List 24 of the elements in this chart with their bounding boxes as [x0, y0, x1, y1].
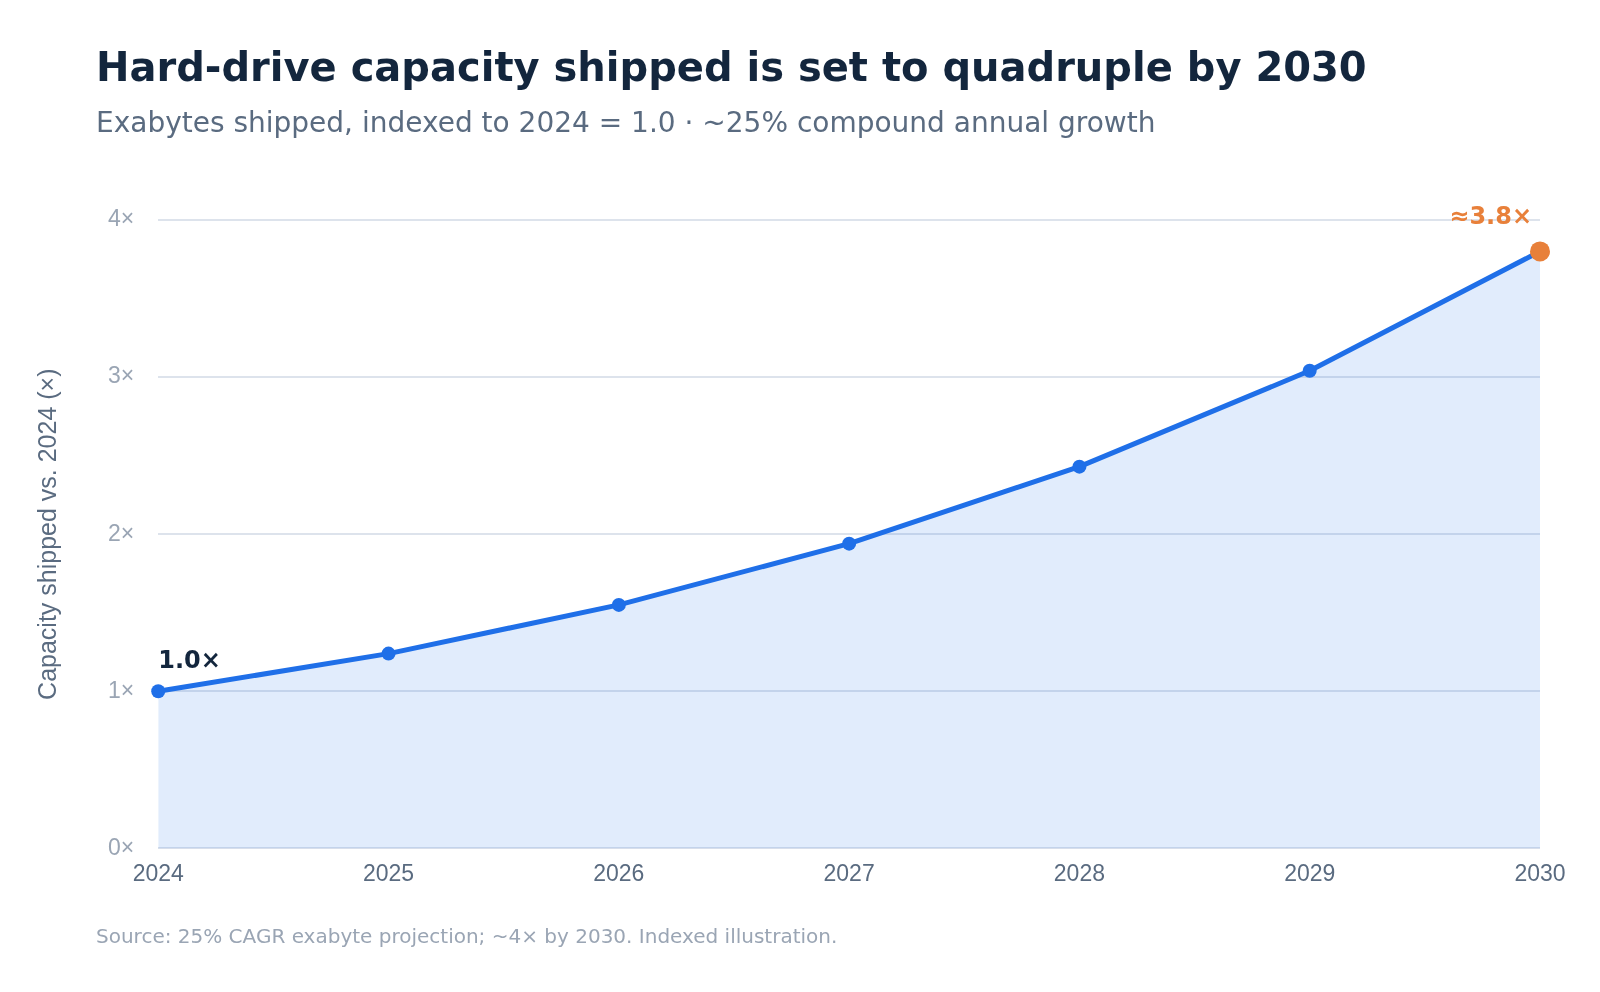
y-tick-label: 3×: [107, 362, 135, 389]
point: [1302, 363, 1317, 378]
x-tick-label: 2028: [1053, 859, 1105, 886]
chart-title: Hard-drive capacity shipped is set to quadruple by 2030: [96, 44, 1367, 90]
chart-subtitle: Exabytes shipped, indexed to 2024 = 1.0 · ~25% compound annual growth: [96, 106, 1156, 139]
x-tick-label: 2025: [362, 859, 415, 886]
y-axis-title: Capacity shipped vs. 2024 (×): [32, 368, 61, 700]
y-tick-label: 4×: [107, 205, 135, 232]
x-tick-label: 2027: [823, 859, 875, 886]
point: [381, 646, 396, 661]
point: [151, 684, 166, 699]
x-tick-label: 2029: [1284, 859, 1336, 886]
x-tick-label: 2024: [132, 859, 185, 886]
point: [611, 597, 626, 612]
point: [1072, 459, 1087, 474]
y-tick-label: 0×: [107, 833, 135, 860]
y-tick-label: 1×: [107, 676, 135, 703]
x-tick-label: 2030: [1514, 859, 1566, 886]
annotation: 1.0×: [158, 645, 221, 674]
y-tick-label: 2×: [107, 519, 135, 546]
x-tick-label: 2026: [593, 859, 645, 886]
annotation: ≈3.8×: [1449, 201, 1532, 230]
source-note: Source: 25% CAGR exabyte projection; ~4× by 2030. Indexed illustration.: [96, 924, 838, 948]
point: [842, 536, 857, 551]
